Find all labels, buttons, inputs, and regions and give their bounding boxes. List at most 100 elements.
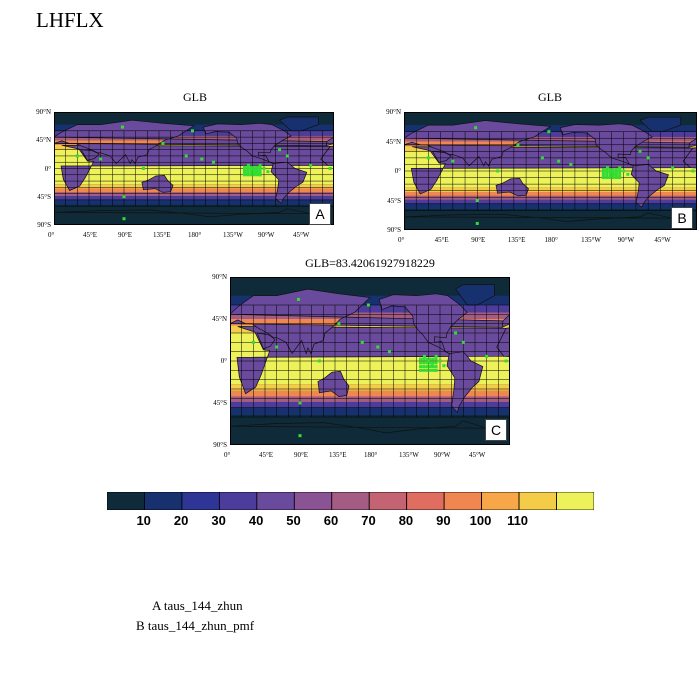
- station-marker: [438, 359, 442, 363]
- legend-line-b: B taus_144_zhun_pmf: [136, 618, 255, 633]
- station-marker: [243, 170, 247, 174]
- station-marker: [190, 129, 194, 133]
- colorbar-swatch: [406, 492, 445, 510]
- station-marker: [249, 165, 253, 169]
- lon-tick-label: 135°W: [399, 451, 419, 459]
- lon-tick-label: 45°E: [434, 236, 449, 244]
- station-marker: [614, 168, 618, 172]
- continent-shape: [325, 136, 334, 147]
- station-marker: [611, 173, 615, 177]
- station-marker: [285, 154, 289, 158]
- station-marker: [428, 368, 432, 372]
- station-marker: [419, 357, 423, 361]
- station-marker: [120, 125, 124, 129]
- lat-tick-label: 45°S: [387, 196, 401, 205]
- station-marker: [243, 168, 247, 172]
- station-marker: [255, 170, 259, 174]
- station-marker: [360, 340, 364, 344]
- station-marker: [434, 361, 438, 365]
- station-marker: [605, 170, 609, 174]
- station-marker: [275, 345, 279, 349]
- lat-tick-label: 0°: [220, 357, 227, 365]
- station-marker: [618, 176, 622, 180]
- lon-tick-label: 0°: [398, 236, 405, 244]
- map-panel-c: [230, 277, 510, 445]
- station-marker: [252, 173, 256, 177]
- station-marker: [618, 170, 622, 174]
- colorbar-swatch: [144, 492, 183, 510]
- lat-tick-label: 45°N: [36, 136, 51, 145]
- continent-shape: [256, 332, 276, 350]
- continent-shape: [495, 177, 529, 197]
- station-marker: [461, 340, 465, 344]
- colorbar-tick-label: 90: [436, 513, 451, 528]
- station-marker: [258, 163, 262, 167]
- continent-shape: [54, 208, 311, 218]
- station-marker: [246, 173, 250, 177]
- station-marker: [211, 160, 215, 164]
- colorbar-swatch: [518, 492, 557, 510]
- station-marker: [646, 156, 650, 160]
- colorbar-swatch: [556, 492, 594, 510]
- colorbar-tick-label: 80: [398, 513, 414, 528]
- lon-tick-label: 135°W: [581, 236, 602, 244]
- colorbar-swatch: [218, 492, 258, 510]
- colorbar-swatch: [107, 492, 145, 510]
- station-marker: [434, 365, 438, 369]
- station-marker: [425, 368, 429, 372]
- station-marker: [691, 169, 695, 173]
- lon-tick-label: 90°W: [617, 236, 635, 244]
- station-marker: [504, 359, 508, 363]
- station-marker: [422, 354, 426, 358]
- lon-tick-label: 90°W: [434, 451, 451, 459]
- map-frame: [54, 112, 334, 225]
- colorbar-tick-label: 20: [173, 513, 189, 528]
- station-marker: [614, 170, 618, 174]
- colorbar-tick-label: 60: [323, 513, 339, 528]
- lon-tick-label: 90°E: [471, 236, 486, 244]
- station-marker: [161, 141, 165, 145]
- station-marker: [200, 157, 204, 161]
- colorbar-tick-label: 30: [211, 513, 226, 528]
- map-frame: [230, 277, 510, 445]
- station-marker: [258, 168, 262, 172]
- station-marker: [428, 361, 432, 365]
- map-frame: [404, 112, 697, 230]
- station-marker: [516, 143, 520, 147]
- station-marker: [419, 365, 423, 369]
- colorbar-tick-label: 40: [248, 513, 264, 528]
- station-marker: [614, 173, 618, 177]
- lat-band: [54, 124, 334, 131]
- lat-tick-label: 90°S: [213, 441, 227, 449]
- station-marker: [258, 173, 262, 177]
- station-marker: [250, 167, 254, 170]
- station-marker: [431, 365, 435, 369]
- station-marker: [337, 322, 341, 326]
- station-marker: [278, 148, 282, 152]
- continent-shape: [317, 370, 350, 397]
- station-marker: [618, 166, 622, 170]
- station-marker: [366, 303, 370, 307]
- continent-shape: [80, 149, 100, 161]
- lon-tick-label: 45°E: [83, 231, 98, 239]
- station-marker: [184, 154, 188, 158]
- station-marker: [608, 173, 612, 177]
- station-marker: [474, 126, 478, 130]
- station-marker: [376, 345, 380, 349]
- station-marker: [425, 361, 429, 365]
- map-panel-a: [54, 112, 334, 225]
- station-marker: [298, 401, 302, 405]
- lon-tick-label: 45°E: [259, 451, 274, 459]
- lon-tick-label: 135°E: [507, 236, 526, 244]
- station-marker: [605, 166, 609, 170]
- lon-tick-label: 90°E: [294, 451, 309, 459]
- station-marker: [431, 368, 435, 372]
- station-marker: [249, 170, 253, 174]
- station-marker: [431, 361, 435, 365]
- station-marker: [246, 165, 250, 169]
- station-marker: [249, 173, 253, 177]
- colorbar-tick-label: 70: [361, 513, 376, 528]
- colorbar-tick-label: 10: [136, 513, 151, 528]
- station-marker: [309, 163, 313, 167]
- station-marker: [99, 157, 103, 161]
